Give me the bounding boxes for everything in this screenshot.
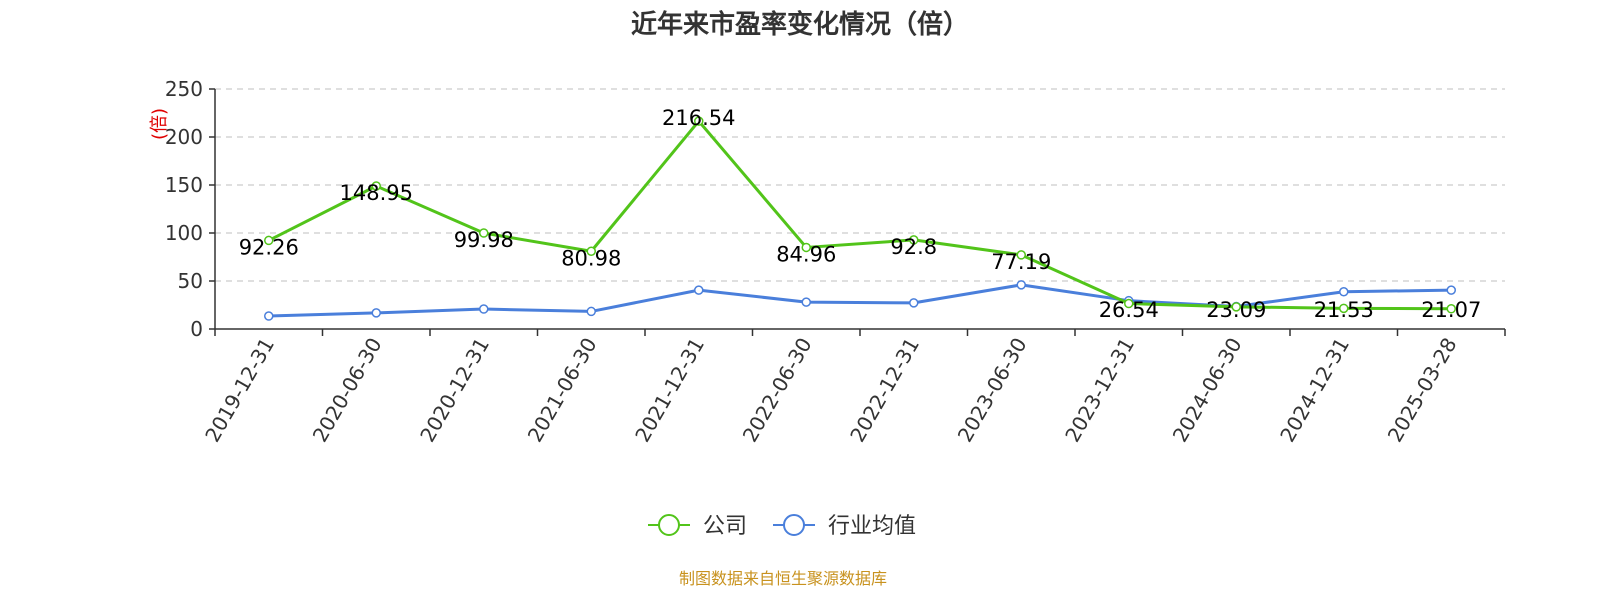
data-point[interactable]: [371, 308, 381, 318]
series-line-1: [268, 283, 1452, 318]
legend[interactable]: 公司 行业均值: [648, 514, 916, 539]
data-point[interactable]: [479, 228, 489, 238]
data-point[interactable]: [801, 297, 811, 307]
y-tick-label: 50: [178, 269, 203, 293]
legend-item-industry-average[interactable]: 行业均值: [773, 514, 916, 539]
x-tick-label: 2019-12-31: [200, 334, 279, 447]
data-point[interactable]: [264, 235, 274, 246]
x-tick-label: 2022-12-31: [845, 334, 924, 447]
series-lines: [264, 116, 1456, 321]
data-point[interactable]: [1016, 250, 1026, 260]
y-axis-unit: (倍): [149, 108, 170, 140]
data-point[interactable]: [1231, 302, 1241, 312]
data-point[interactable]: [1446, 304, 1456, 314]
legend-label-industry-average: 行业均值: [828, 514, 916, 539]
series-line-0: [268, 119, 1452, 311]
data-label: 21.53: [1314, 298, 1374, 322]
data-label: 99.98: [454, 228, 514, 252]
x-tick-label: 2022-06-30: [738, 334, 817, 447]
data-point[interactable]: [801, 242, 811, 253]
data-point[interactable]: [1339, 303, 1349, 314]
data-label: 80.98: [561, 246, 621, 270]
data-label: 26.54: [1099, 298, 1159, 322]
data-labels: 92.26 148.95 99.98 80.98 216.54 84.96 92.8 77.1…: [239, 106, 1482, 322]
grid-lines: [215, 88, 1505, 282]
legend-marker-industry-average: [783, 514, 805, 536]
data-label: 216.54: [662, 106, 735, 130]
data-point[interactable]: [586, 246, 596, 257]
y-tick-label: 0: [190, 317, 203, 341]
x-tick-label: 2023-06-30: [953, 334, 1032, 447]
data-point[interactable]: [1124, 298, 1134, 309]
legend-label-company: 公司: [703, 514, 747, 539]
data-point[interactable]: [586, 306, 596, 317]
x-tick-label: 2020-12-31: [415, 334, 494, 447]
y-tick-label: 200: [165, 125, 203, 149]
data-label: 77.19: [991, 250, 1051, 274]
x-tick-label: 2023-12-31: [1060, 334, 1139, 447]
chart-title: 近年来市盈率变化情况（倍）: [631, 9, 969, 40]
data-point[interactable]: [909, 235, 919, 245]
data-point[interactable]: [909, 298, 919, 308]
data-label: 84.96: [776, 242, 836, 266]
data-label: 21.07: [1421, 298, 1481, 322]
data-point[interactable]: [264, 311, 274, 321]
x-tick-label: 2025-03-28: [1383, 334, 1462, 447]
y-tick-label: 150: [165, 173, 203, 197]
x-tick-label: 2021-06-30: [523, 334, 602, 447]
data-point[interactable]: [694, 116, 704, 126]
y-tick-label: 250: [165, 77, 203, 101]
x-tick-label: 2024-06-30: [1168, 334, 1247, 447]
data-label: 92.8: [890, 235, 937, 259]
x-tick-label: 2020-06-30: [308, 334, 387, 447]
source-note: 制图数据来自恒生聚源数据库: [679, 569, 887, 588]
legend-marker-company: [658, 514, 680, 536]
data-point[interactable]: [1339, 287, 1349, 297]
y-tick-label: 100: [165, 221, 203, 245]
data-label: 92.26: [239, 235, 299, 259]
data-point[interactable]: [1446, 285, 1456, 295]
x-tick-label: 2024-12-31: [1275, 334, 1354, 447]
data-label: 23.09: [1206, 298, 1266, 322]
data-label: 148.95: [340, 181, 413, 205]
data-point[interactable]: [694, 285, 704, 295]
data-point[interactable]: [479, 304, 489, 314]
data-point[interactable]: [1016, 280, 1026, 290]
legend-item-company[interactable]: 公司: [648, 514, 747, 539]
x-tick-label: 2021-12-31: [630, 334, 709, 447]
data-point[interactable]: [371, 181, 381, 191]
